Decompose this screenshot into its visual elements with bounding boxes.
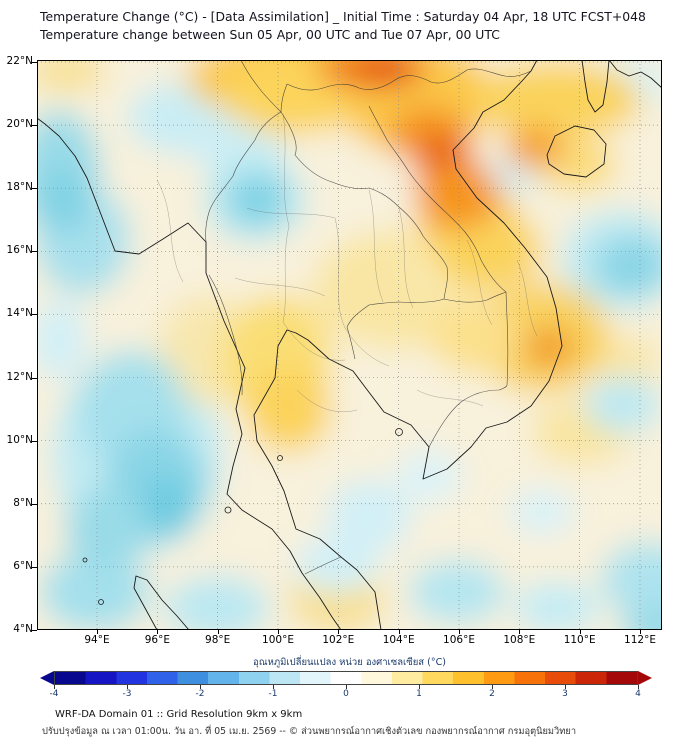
lat-tick-label: 22°N: [6, 55, 33, 67]
colorbar-tick-mark: [419, 685, 420, 689]
lon-tick-mark: [459, 630, 460, 634]
colorbar-tick-label: 4: [635, 689, 641, 699]
island: [82, 557, 88, 563]
lon-tick-mark: [97, 630, 98, 634]
map-border: [37, 60, 662, 630]
colorbar-tick-label: 2: [489, 689, 495, 699]
lon-tick-mark: [640, 630, 641, 634]
sumatra-island: [133, 575, 190, 630]
colorbar-tick-label: -4: [49, 689, 59, 699]
colorbar-right-arrow: [638, 671, 652, 685]
colorbar-tick-mark: [565, 685, 566, 689]
lat-tick-mark: [32, 440, 37, 442]
colorbar-tick-mark: [54, 685, 55, 689]
lon-tick-label: 94°E: [84, 634, 110, 646]
lon-tick-mark: [157, 630, 159, 634]
coastlines: [37, 60, 662, 630]
lon-tick-label: 112°E: [624, 634, 656, 646]
colorbar: [40, 671, 652, 685]
colorbar-tick-mark: [273, 685, 274, 689]
lon-tick-label: 100°E: [262, 634, 294, 646]
colorbar-tick-mark: [638, 685, 639, 689]
lat-tick-label: 4°N: [13, 623, 33, 635]
island: [98, 599, 104, 605]
lat-tick-label: 12°N: [6, 370, 33, 383]
footer-domain-info: WRF-DA Domain 01 :: Grid Resolution 9km …: [55, 709, 303, 720]
colorbar-gradient: [54, 671, 638, 685]
lat-tick-mark: [32, 251, 37, 253]
china-coast: [608, 60, 662, 89]
colorbar-tick-label: 3: [562, 689, 568, 699]
footer-update-info: ปรับปรุงข้อมูล ณ เวลา 01:00น. วัน อา. ที…: [42, 726, 577, 737]
lon-tick-mark: [579, 630, 581, 634]
province-borders: [156, 113, 538, 413]
lat-tick-label: 10°N: [6, 433, 33, 446]
colorbar-tick-mark: [492, 685, 493, 689]
colorbar-tick-label: 0: [343, 689, 349, 699]
lat-tick-mark: [32, 125, 37, 127]
map-title-line1: Temperature Change (°C) - [Data Assimila…: [40, 9, 646, 24]
lon-tick-label: 108°E: [503, 634, 536, 646]
island: [277, 455, 283, 461]
lat-tick-label: 8°N: [13, 496, 33, 509]
colorbar-tick-mark: [200, 685, 201, 689]
hainan-island: [546, 125, 607, 178]
colorbar-tick-label: -1: [268, 689, 278, 699]
lat-tick-mark: [32, 188, 37, 190]
colorbar-tick-label: -3: [122, 689, 132, 699]
island: [224, 506, 232, 514]
lon-tick-label: 98°E: [205, 634, 231, 646]
temperature-change-map: [37, 60, 662, 630]
lat-tick-mark: [32, 566, 37, 568]
lat-tick-mark: [32, 630, 37, 631]
colorbar-tick-label: 1: [416, 689, 422, 699]
country-borders: [205, 60, 532, 575]
colorbar-title: อุณหภูมิเปลี่ยนแปลง หน่วย องศาเซลเซียส (…: [253, 657, 446, 668]
lon-tick-label: 110°E: [563, 634, 596, 646]
lon-tick-mark: [398, 630, 400, 634]
colorbar-tick-label: -2: [195, 689, 205, 699]
lat-tick-mark: [32, 314, 37, 316]
lon-tick-label: 96°E: [144, 634, 170, 646]
map-area: [37, 60, 662, 630]
lon-tick-label: 102°E: [322, 634, 355, 646]
island: [395, 428, 403, 436]
leizhou-peninsula: [581, 60, 610, 113]
lat-tick-mark: [32, 62, 37, 63]
lon-tick-mark: [519, 630, 521, 634]
lat-tick-mark: [32, 377, 37, 379]
colorbar-left-arrow: [40, 671, 54, 685]
temperature-field: [37, 60, 662, 630]
lon-tick-label: 104°E: [382, 634, 415, 646]
lat-tick-label: 6°N: [13, 559, 33, 572]
map-title-line2: Temperature change between Sun 05 Apr, 0…: [40, 27, 500, 42]
colorbar-tick-mark: [346, 685, 347, 689]
title-block: Temperature Change (°C) - [Data Assimila…: [40, 8, 646, 44]
lat-tick-label: 18°N: [6, 181, 33, 194]
grid-lines: [37, 60, 662, 630]
lon-tick-label: 106°E: [443, 634, 475, 646]
lon-tick-mark: [338, 630, 340, 634]
lat-tick-label: 14°N: [6, 307, 33, 320]
lat-tick-label: 16°N: [6, 244, 33, 257]
lat-tick-label: 20°N: [6, 118, 33, 131]
lon-tick-mark: [278, 630, 279, 634]
lon-tick-mark: [217, 630, 219, 634]
colorbar-tick-mark: [127, 685, 128, 689]
lat-tick-mark: [32, 503, 37, 505]
